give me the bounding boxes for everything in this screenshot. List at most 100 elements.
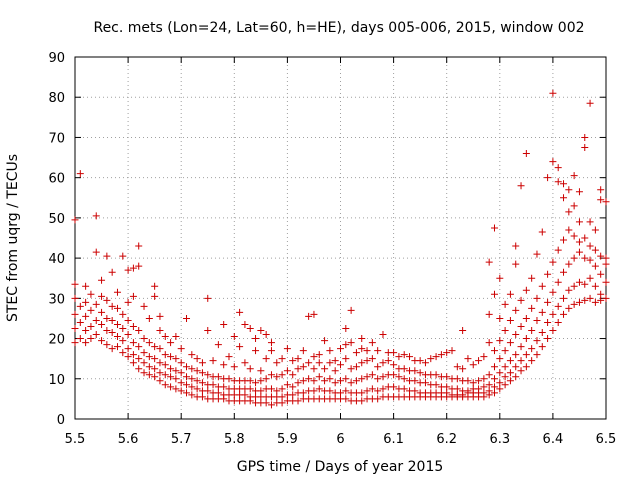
data-point bbox=[76, 170, 84, 178]
data-point bbox=[368, 371, 376, 379]
data-point bbox=[390, 371, 398, 379]
data-point bbox=[119, 349, 127, 357]
data-point bbox=[124, 316, 132, 324]
data-point bbox=[214, 389, 222, 397]
data-point bbox=[278, 393, 286, 401]
data-point bbox=[485, 387, 493, 395]
data-point bbox=[198, 393, 206, 401]
data-point bbox=[273, 387, 281, 395]
data-points bbox=[71, 89, 610, 409]
data-point bbox=[183, 373, 191, 381]
data-point bbox=[400, 375, 408, 383]
data-point bbox=[565, 304, 573, 312]
data-point bbox=[432, 371, 440, 379]
data-point bbox=[305, 375, 313, 383]
data-point bbox=[246, 325, 254, 332]
data-point bbox=[347, 379, 355, 387]
y-tick-label: 70 bbox=[48, 131, 65, 146]
data-point bbox=[358, 359, 366, 367]
y-tick-label: 40 bbox=[48, 252, 65, 267]
data-point bbox=[135, 343, 143, 351]
data-point bbox=[490, 383, 498, 391]
data-point bbox=[602, 278, 610, 286]
data-point bbox=[544, 335, 552, 343]
x-tick-label: 6.4 bbox=[543, 432, 564, 447]
data-point bbox=[347, 306, 355, 314]
data-point bbox=[204, 387, 212, 395]
data-point bbox=[400, 385, 408, 393]
data-point bbox=[151, 282, 159, 290]
data-point bbox=[262, 399, 270, 407]
data-point bbox=[188, 375, 196, 383]
data-point bbox=[331, 379, 339, 387]
data-point bbox=[342, 395, 350, 403]
data-point bbox=[496, 385, 504, 393]
data-point bbox=[283, 345, 291, 353]
data-point bbox=[549, 310, 557, 318]
data-point bbox=[129, 359, 137, 367]
data-point bbox=[156, 377, 164, 385]
data-point bbox=[464, 377, 472, 385]
data-point bbox=[560, 236, 568, 244]
data-point bbox=[427, 355, 435, 363]
data-point bbox=[490, 290, 498, 298]
data-point bbox=[209, 357, 217, 365]
data-point bbox=[294, 355, 302, 363]
data-point bbox=[193, 367, 201, 375]
data-point bbox=[172, 385, 180, 393]
data-point bbox=[140, 302, 148, 310]
data-point bbox=[565, 208, 573, 216]
data-point bbox=[390, 361, 398, 369]
data-point bbox=[570, 232, 578, 240]
data-point bbox=[363, 357, 371, 365]
data-point bbox=[135, 262, 143, 270]
data-point bbox=[522, 351, 530, 359]
data-point bbox=[135, 355, 143, 363]
data-point bbox=[501, 347, 509, 355]
data-point bbox=[565, 260, 573, 268]
data-point bbox=[87, 322, 95, 330]
data-point bbox=[517, 343, 525, 351]
data-point bbox=[586, 256, 594, 264]
data-point bbox=[76, 302, 84, 310]
x-axis-label: GPS time / Days of year 2015 bbox=[237, 459, 444, 475]
data-point bbox=[108, 302, 116, 310]
data-point bbox=[289, 371, 297, 379]
x-tick-label: 5.5 bbox=[65, 432, 86, 447]
data-point bbox=[352, 363, 360, 371]
data-point bbox=[246, 377, 254, 385]
data-point bbox=[506, 357, 514, 365]
data-point bbox=[416, 369, 424, 377]
data-point bbox=[161, 361, 169, 369]
data-point bbox=[379, 385, 387, 393]
data-point bbox=[87, 290, 95, 298]
data-point bbox=[528, 274, 536, 282]
data-point bbox=[374, 387, 382, 395]
data-point bbox=[363, 387, 371, 395]
data-point bbox=[177, 345, 185, 353]
data-point bbox=[575, 218, 583, 226]
data-point bbox=[156, 359, 164, 367]
data-point bbox=[161, 333, 169, 341]
data-point bbox=[177, 359, 185, 367]
data-point bbox=[570, 172, 578, 180]
data-point bbox=[337, 389, 344, 397]
y-tick-label: 30 bbox=[48, 292, 65, 307]
data-point bbox=[565, 286, 573, 294]
data-point bbox=[480, 353, 488, 361]
data-point bbox=[565, 226, 573, 234]
data-point bbox=[512, 260, 520, 268]
data-point bbox=[586, 242, 594, 250]
data-point bbox=[257, 387, 265, 395]
data-point bbox=[358, 375, 366, 383]
data-point bbox=[358, 397, 366, 405]
data-point bbox=[554, 164, 562, 172]
data-point bbox=[512, 306, 520, 314]
data-point bbox=[188, 383, 196, 391]
data-point bbox=[475, 377, 483, 385]
data-point bbox=[161, 351, 169, 359]
data-point bbox=[129, 322, 137, 330]
data-point bbox=[129, 351, 137, 359]
data-point bbox=[544, 174, 552, 182]
data-point bbox=[167, 339, 175, 347]
